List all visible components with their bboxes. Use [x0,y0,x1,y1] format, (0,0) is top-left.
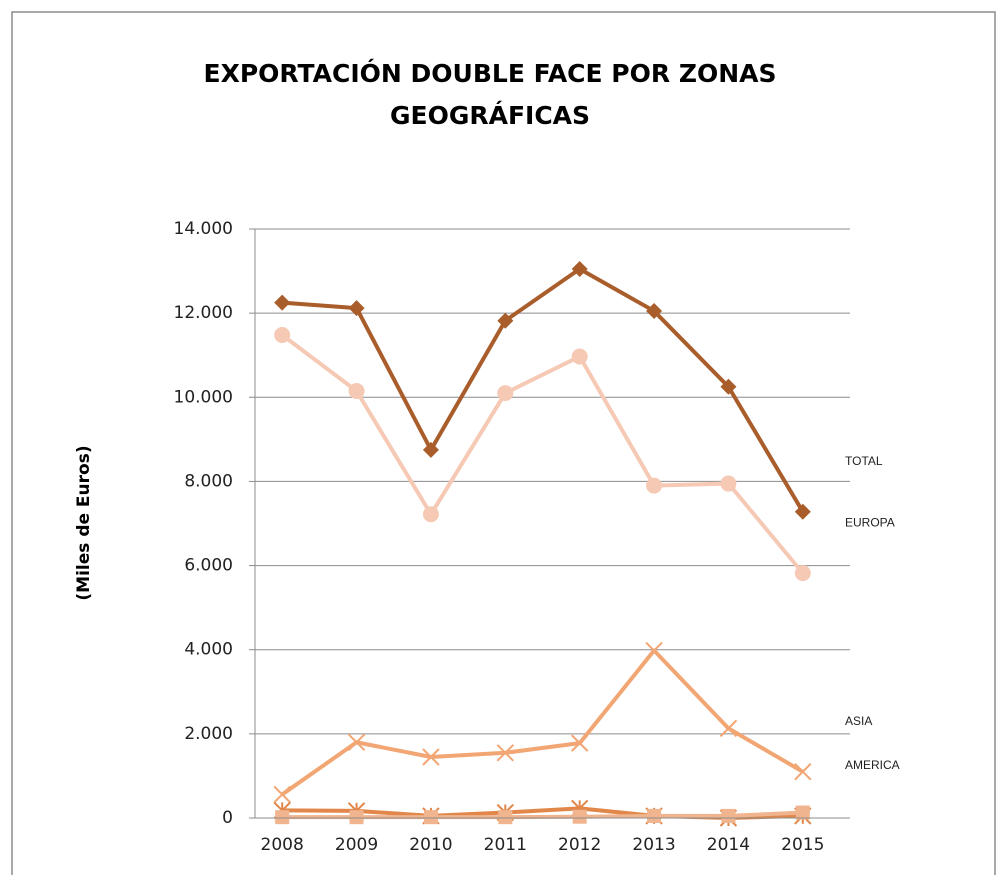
marker [795,805,810,820]
marker [423,810,438,825]
marker [349,810,364,825]
marker [274,294,291,311]
x-tick-label: 2012 [558,835,601,855]
x-tick-label: 2008 [261,835,304,855]
y-tick-label: 6.000 [184,556,233,576]
marker [571,260,588,277]
marker [348,382,365,399]
marker [496,744,515,762]
chart-frame [11,11,996,875]
series-label: AMERICA [845,758,900,772]
series-line [280,333,805,575]
series-label: EUROPA [845,515,895,529]
series-label: TOTAL [845,454,883,468]
marker [570,734,589,752]
marker [647,808,662,823]
series-line [281,648,804,797]
marker [571,348,588,365]
y-tick-label: 10.000 [174,387,233,407]
marker [646,477,663,494]
marker [422,506,439,523]
marker [646,303,663,320]
x-tick-label: 2010 [409,835,452,855]
marker [720,378,737,395]
marker [422,441,439,458]
y-axis-label: (Miles de Euros) [74,445,94,600]
chart-title: GEOGRÁFICAS [390,101,590,130]
y-tick-label: 2.000 [184,724,233,744]
marker [645,641,663,660]
y-tick-label: 14.000 [174,219,233,239]
chart-title: EXPORTACIÓN DOUBLE FACE POR ZONAS [204,58,777,88]
series-line [282,266,805,513]
marker [497,385,514,402]
marker [273,785,291,804]
marker [719,719,738,738]
y-tick-label: 8.000 [184,471,233,491]
marker [720,475,737,492]
marker [794,503,811,520]
y-tick-label: 12.000 [174,303,233,323]
marker [347,733,366,751]
x-tick-label: 2009 [335,835,378,855]
x-tick-label: 2015 [781,835,824,855]
marker [794,763,812,781]
marker [348,300,365,317]
x-tick-label: 2014 [707,835,750,855]
marker [721,808,736,823]
marker [572,809,587,824]
marker [275,810,290,825]
marker [794,565,811,582]
x-tick-label: 2013 [632,835,675,855]
series-line [282,810,803,820]
marker [498,810,513,825]
x-tick-label: 2011 [484,835,527,855]
series-label: ASIA [845,714,872,728]
marker [274,327,291,344]
marker [497,312,514,329]
marker [422,748,440,766]
y-tick-label: 0 [222,808,233,828]
y-tick-label: 4.000 [184,640,233,660]
